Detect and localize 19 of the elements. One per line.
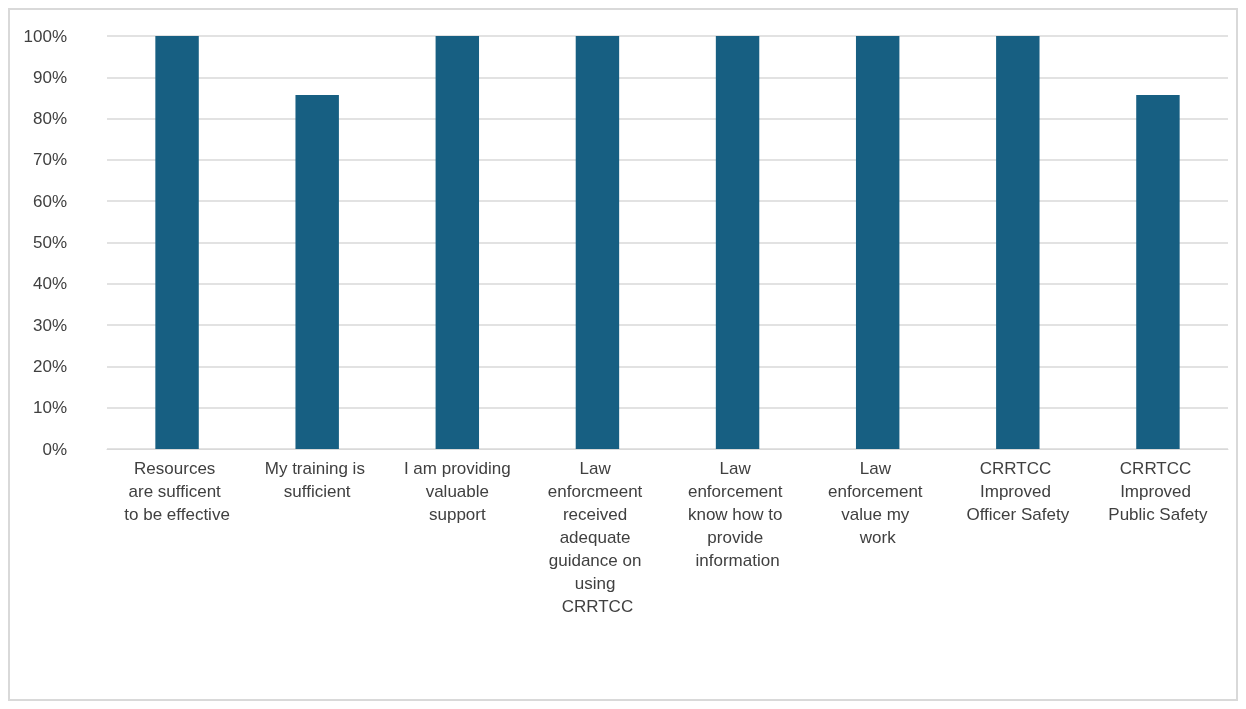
y-tick-label: 90% [32, 67, 67, 87]
x-tick-label: CRRTCC Improved Officer Safety [966, 459, 1070, 524]
y-tick-label: 0% [42, 439, 67, 459]
y-tick-label: 30% [32, 315, 67, 335]
y-tick-label: 40% [32, 274, 67, 294]
x-tick-label: Law enforcement know how to provide information [687, 459, 788, 570]
x-tick-label: I am providing valuable support [403, 459, 511, 524]
y-tick-label: 70% [32, 150, 67, 170]
y-tick-label: 10% [32, 398, 67, 418]
x-tick-label: Law enforcement value my work [828, 459, 928, 547]
x-tick-label: Resources are sufficent to be effective [124, 459, 230, 524]
y-tick-label: 100% [23, 26, 67, 46]
x-tick-label: My training is sufficient [264, 459, 370, 501]
y-tick-label: 80% [32, 109, 67, 129]
y-tick-label: 20% [32, 356, 67, 376]
x-tick-label: CRRTCC Improved Public Safety [1108, 459, 1209, 524]
y-tick-label: 60% [32, 191, 67, 211]
y-tick-label: 50% [32, 233, 67, 252]
x-tick-label: Law enforcmeent received adequate guidance on using CRRTCC [547, 459, 648, 616]
